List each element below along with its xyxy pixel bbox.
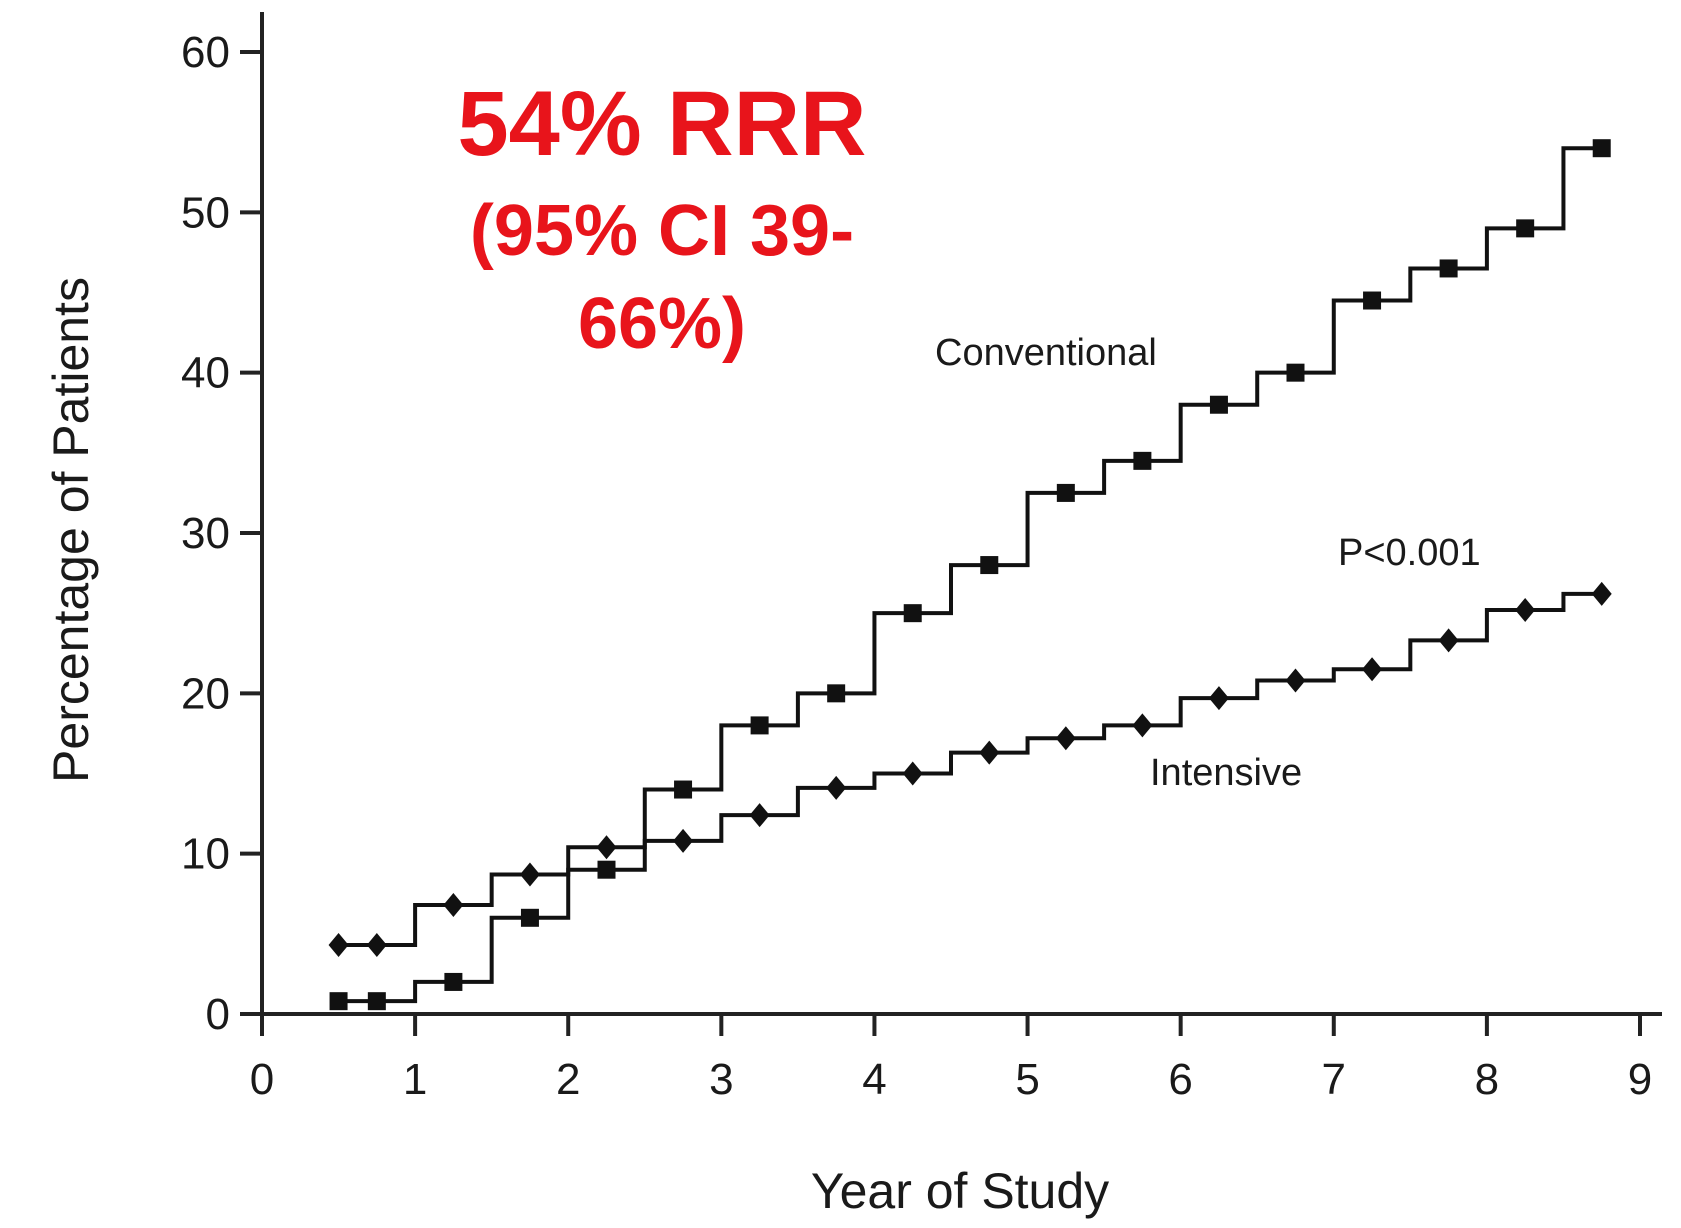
series-line-conventional: [338, 146, 1602, 1004]
x-tick-label: 7: [1322, 1055, 1346, 1104]
data-point-intensive: [1591, 581, 1612, 606]
data-point-conventional: [367, 992, 386, 1011]
data-point-intensive: [673, 828, 694, 853]
data-point-conventional: [903, 604, 922, 623]
data-point-conventional: [827, 684, 846, 703]
data-point-intensive: [1438, 628, 1459, 653]
data-point-intensive: [596, 835, 617, 860]
y-axis-ticks: 0 10 20 30 40 50 60: [181, 28, 262, 1039]
data-point-intensive: [328, 933, 349, 958]
x-tick-label: 4: [862, 1055, 886, 1104]
data-point-conventional: [1363, 291, 1382, 310]
x-tick-label: 5: [1015, 1055, 1039, 1104]
x-axis-title: Year of Study: [811, 1163, 1109, 1219]
y-tick-label: 0: [206, 990, 230, 1039]
data-point-intensive: [902, 761, 923, 786]
series-line-intensive: [338, 591, 1602, 948]
data-point-conventional: [750, 716, 769, 735]
y-tick-label: 60: [181, 28, 230, 77]
data-point-intensive: [749, 803, 770, 828]
data-point-conventional: [1209, 395, 1228, 414]
rrr-annotation-line2: (95% CI 39-: [470, 191, 854, 271]
rrr-annotation-line3: 66%): [578, 284, 746, 364]
data-point-intensive: [443, 892, 464, 917]
y-tick-label: 30: [181, 509, 230, 558]
x-tick-label: 1: [403, 1055, 427, 1104]
x-tick-label: 3: [709, 1055, 733, 1104]
y-axis-title: Percentage of Patients: [43, 277, 99, 783]
data-point-conventional: [597, 860, 616, 879]
data-point-intensive: [1515, 597, 1536, 622]
y-tick-label: 10: [181, 830, 230, 879]
data-point-intensive: [826, 775, 847, 800]
data-point-intensive: [519, 862, 540, 887]
x-tick-label: 6: [1168, 1055, 1192, 1104]
x-tick-label: 8: [1475, 1055, 1499, 1104]
y-tick-label: 20: [181, 669, 230, 718]
data-point-conventional: [444, 972, 463, 991]
data-point-intensive: [979, 740, 1000, 765]
data-point-conventional: [1286, 363, 1305, 382]
x-tick-label: 0: [250, 1055, 274, 1104]
y-tick-label: 40: [181, 349, 230, 398]
data-point-conventional: [520, 908, 539, 927]
series-label-conventional: Conventional: [935, 332, 1157, 374]
x-tick-label: 9: [1628, 1055, 1652, 1104]
data-point-conventional: [1056, 483, 1075, 502]
data-point-intensive: [1362, 657, 1383, 682]
x-tick-label: 2: [556, 1055, 580, 1104]
data-point-intensive: [1055, 726, 1076, 751]
data-point-conventional: [1592, 139, 1611, 158]
data-point-intensive: [1208, 686, 1229, 711]
data-point-conventional: [1133, 451, 1152, 470]
data-point-conventional: [1516, 219, 1535, 238]
data-point-conventional: [1439, 259, 1458, 278]
series-layer: [328, 139, 1612, 1011]
data-point-conventional: [674, 780, 693, 799]
data-point-conventional: [329, 992, 348, 1011]
data-point-conventional: [980, 556, 999, 575]
p-value-annotation: P<0.001: [1338, 532, 1481, 574]
y-tick-label: 50: [181, 188, 230, 237]
rrr-annotation-line1: 54% RRR: [457, 73, 866, 175]
data-point-intensive: [1132, 713, 1153, 738]
data-point-intensive: [366, 933, 387, 958]
series-label-intensive: Intensive: [1150, 752, 1302, 794]
data-point-intensive: [1285, 668, 1306, 693]
x-axis-ticks: 0 1 2 3 4 5 6 7 8 9: [250, 1014, 1652, 1104]
